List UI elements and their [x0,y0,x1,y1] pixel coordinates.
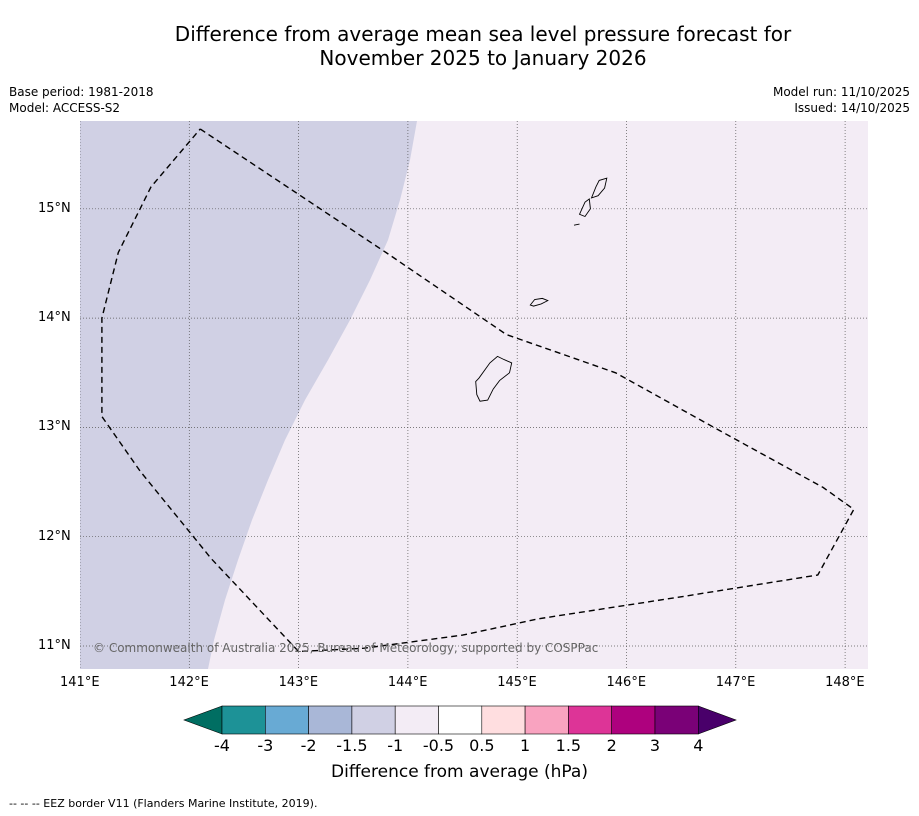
colorbar-swatch [524,705,569,735]
lon-label: 141°E [60,675,100,690]
colorbar-tick-label: 4 [693,736,704,755]
graticule [80,121,868,669]
base-period: Base period: 1981-2018 [9,85,154,99]
colorbar-tick-label: 3 [649,736,661,755]
lon-label: 146°E [606,675,647,690]
colorbar-tick-label: -3 [257,736,274,755]
copyright-text: © Commonwealth of Australia 2025, Bureau… [93,641,599,655]
chart-title: Difference from average mean sea level p… [0,22,919,70]
colorbar-tick-label: 2 [606,736,617,755]
meta-right: Model run: 11/10/2025 Issued: 14/10/2025 [773,84,910,116]
islands [475,177,608,402]
colorbar-swatch [481,705,526,735]
model-run: Model run: 11/10/2025 [772,85,910,99]
lon-label: 144°E [387,675,428,690]
colorbar-tick-label: -1.5 [336,736,368,755]
island-guam [475,355,513,402]
colorbar-tick-label: -4 [214,736,230,755]
lon-label: 148°E [825,675,865,690]
meta-left: Base period: 1981-2018 Model: ACCESS-S2 [9,84,154,116]
lat-label: 15°N [38,200,71,216]
footnote: -- -- -- EEZ border V11 (Flanders Marine… [9,797,318,810]
colorbar-swatch [308,705,353,735]
colorbar-swatch [568,705,613,735]
colorbar-tick-label: 1 [520,736,531,755]
colorbar-tick-label: -1 [387,736,404,755]
colorbar-extend-low [183,705,223,735]
colorbar-swatch [394,705,439,735]
lat-label: 13°N [38,419,71,435]
island-rota [529,297,549,307]
colorbar-swatch [611,705,656,735]
colorbar-swatch [654,705,699,735]
colorbar-swatch [351,705,396,735]
colorbar-tick-label: 0.5 [469,736,495,755]
issued-date: Issued: 14/10/2025 [794,101,910,115]
lat-label: 11°N [38,638,71,653]
island-aguijan [573,223,580,226]
colorbar-swatch [438,705,483,735]
colorbar-swatch [264,705,309,735]
colorbar-swatch [221,705,266,735]
title-line-1: Difference from average mean sea level p… [174,22,792,46]
lon-label: 145°E [497,675,537,690]
model-name: Model: ACCESS-S2 [9,101,121,115]
colorbar-tick-label: -0.5 [422,736,455,755]
island-saipan [590,177,608,199]
island-tinian [578,198,591,218]
title-line-2: November 2025 to January 2026 [319,46,647,70]
lon-label: 143°E [278,675,319,690]
colorbar-extend-high [697,705,737,735]
lon-label: 147°E [715,675,756,690]
lat-label: 14°N [38,310,71,326]
region-negative-pressure [80,121,417,669]
lon-label: 142°E [169,675,209,690]
colorbar-tick-label: -2 [300,736,317,755]
colorbar-tick-label: 1.5 [555,736,582,755]
colorbar-title: Difference from average (hPa) [331,762,588,782]
eez-border [101,128,855,653]
lat-label: 12°N [38,528,71,544]
colorbar [183,705,737,735]
